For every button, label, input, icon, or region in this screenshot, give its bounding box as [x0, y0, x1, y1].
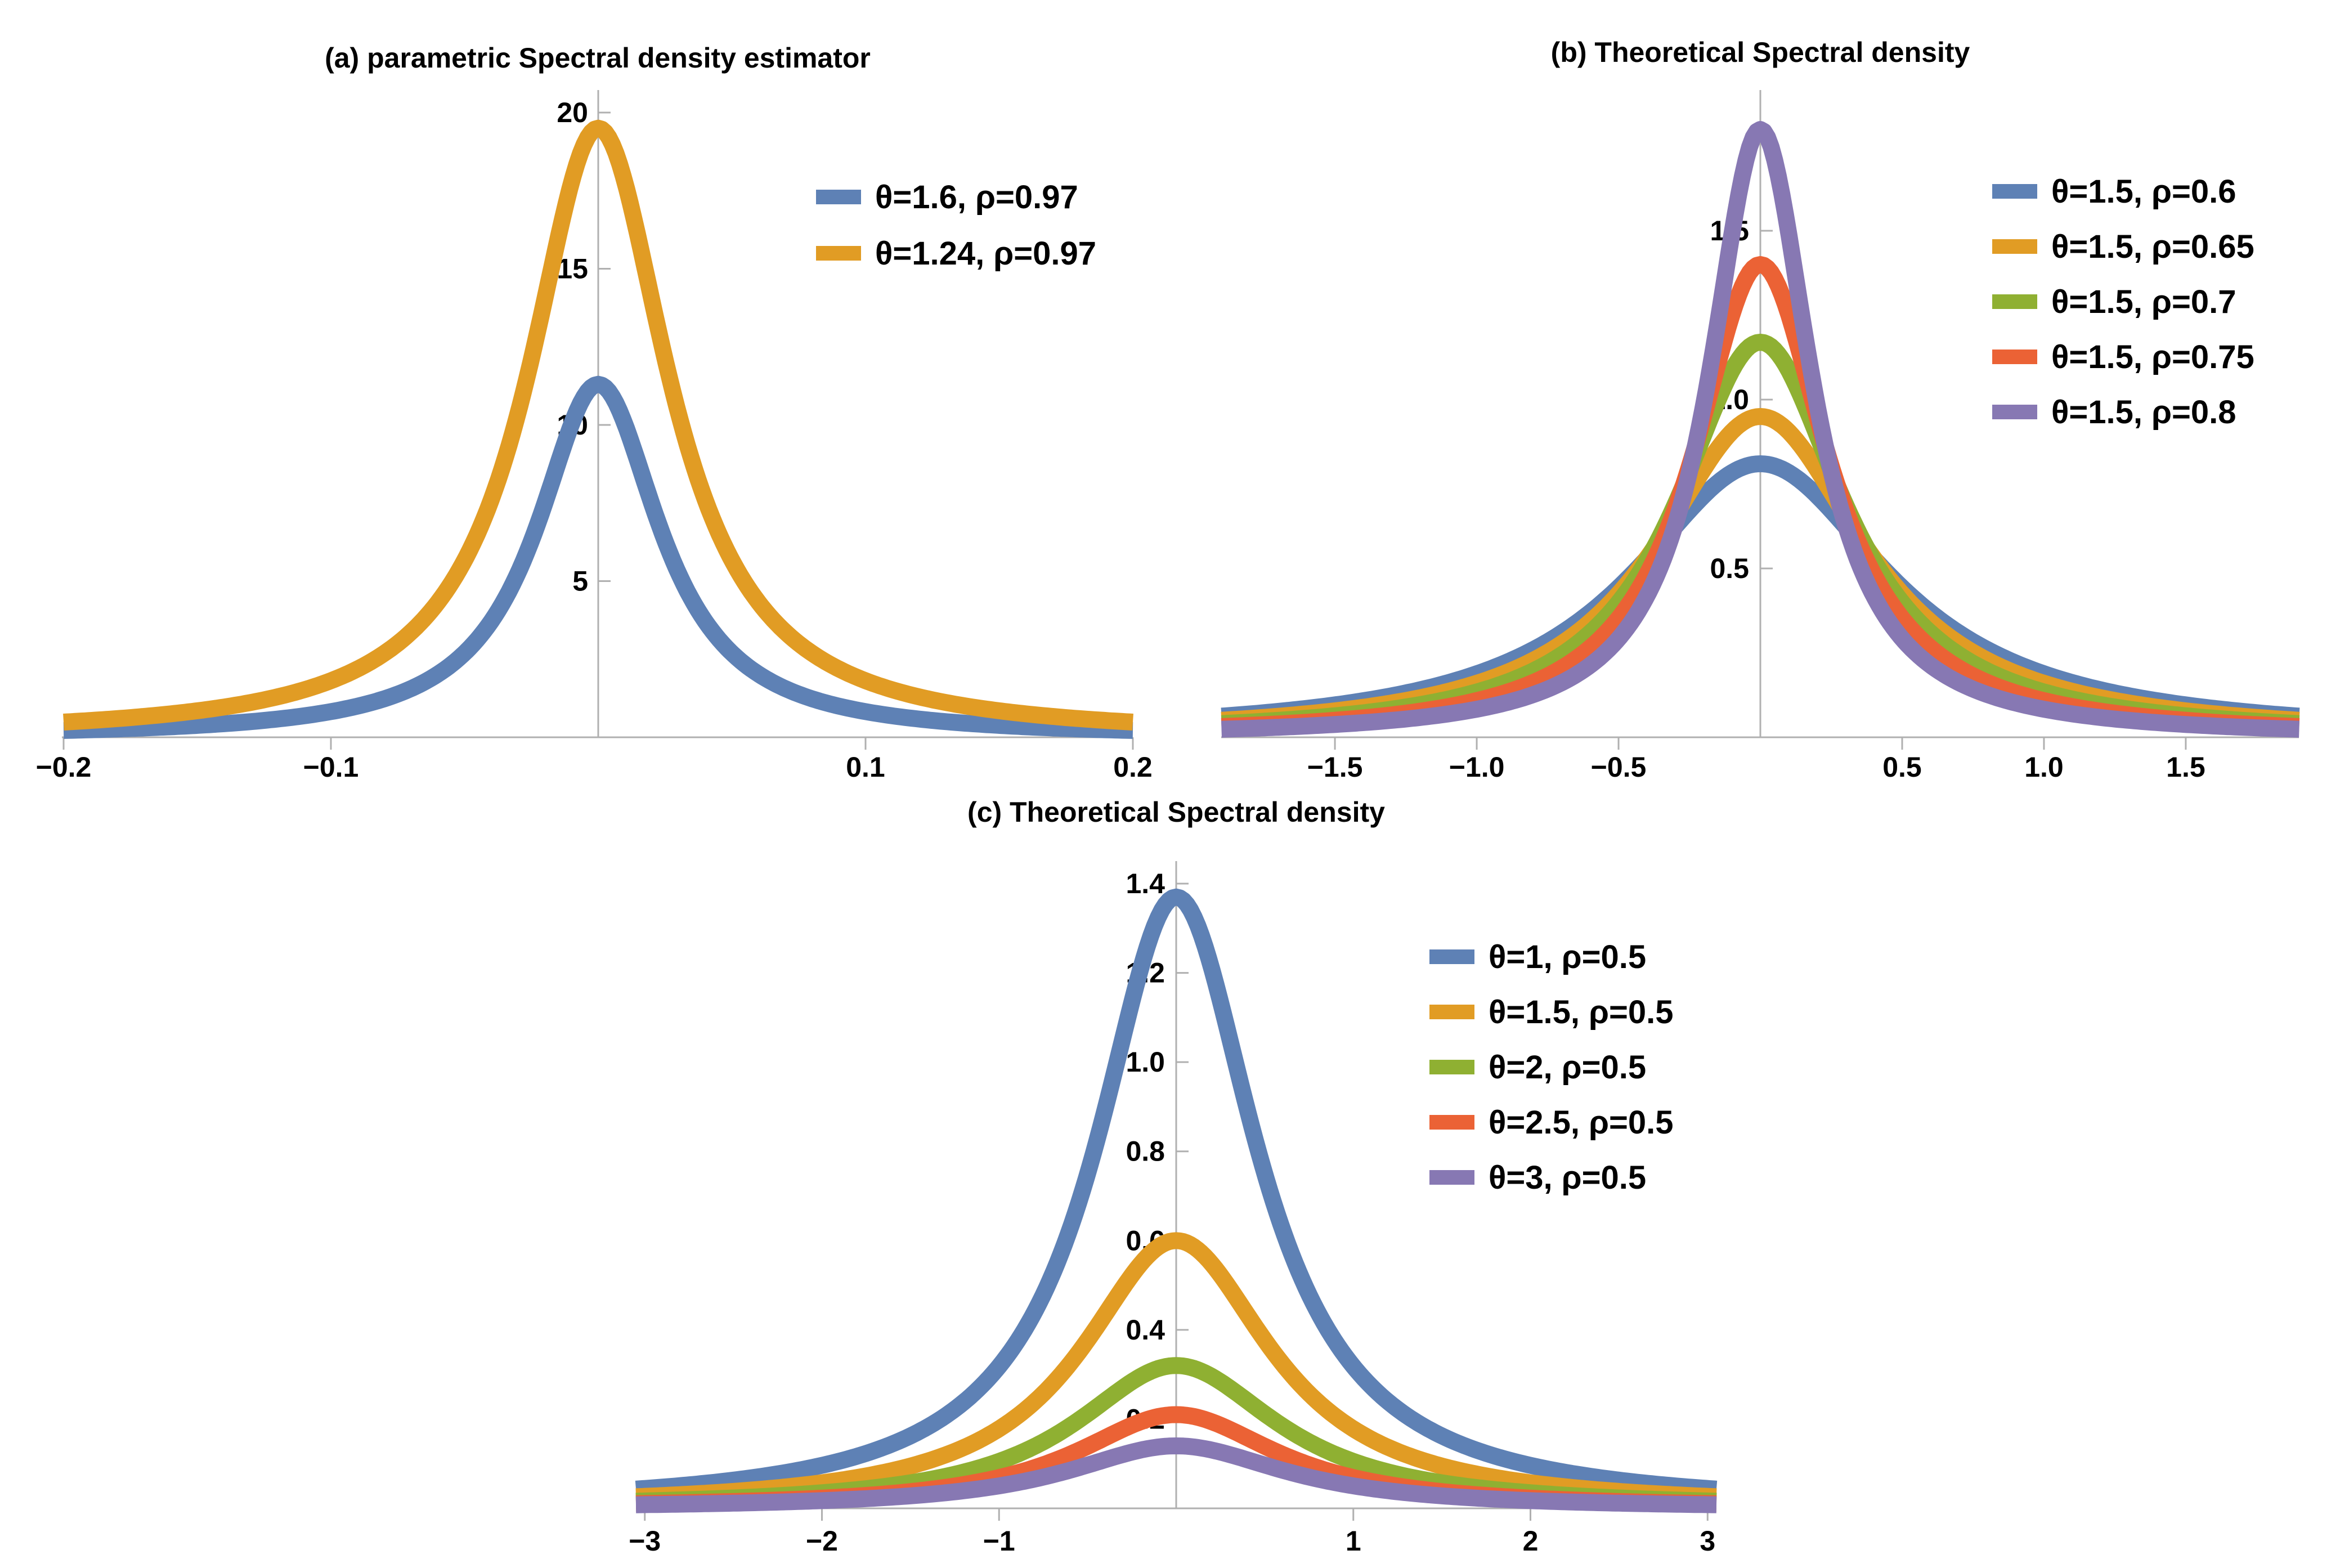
- chart-title: (b) Theoretical Spectral density: [1551, 37, 1970, 68]
- x-tick-label: 0.2: [1113, 751, 1153, 783]
- chart-panel-a: (a) parametric Spectral density estimato…: [36, 42, 1153, 783]
- x-tick-label: −1.0: [1449, 751, 1505, 783]
- x-tick-label: 1: [1346, 1525, 1361, 1557]
- x-tick-label: −0.2: [36, 751, 92, 783]
- legend-label: θ=1.5, ρ=0.75: [2051, 339, 2254, 375]
- series-line-1: [59, 375, 1138, 739]
- chart-title: (c) Theoretical Spectral density: [967, 796, 1385, 828]
- series-line-5: [631, 1437, 1722, 1513]
- chart-title: (a) parametric Spectral density estimato…: [325, 42, 871, 74]
- x-tick-label: −0.5: [1591, 751, 1647, 783]
- legend-label: θ=1.5, ρ=0.5: [1489, 994, 1673, 1031]
- x-tick-label: −0.1: [303, 751, 359, 783]
- x-tick-label: 0.5: [1882, 751, 1922, 783]
- y-tick-label: 5: [572, 566, 588, 597]
- y-tick-label: 0.4: [1126, 1314, 1165, 1346]
- y-tick-label: 1.0: [1126, 1046, 1165, 1078]
- legend-label: θ=1.5, ρ=0.8: [2051, 394, 2236, 431]
- series-line-1: [631, 888, 1722, 1498]
- chart-panel-c: (c) Theoretical Spectral density −3 −2 −1 1 2…: [629, 796, 1722, 1557]
- x-tick-label: 3: [1700, 1525, 1715, 1557]
- x-tick-label: −2: [806, 1525, 838, 1557]
- legend-label: θ=1.5, ρ=0.6: [2051, 173, 2236, 210]
- x-tick-label: −1: [983, 1525, 1015, 1557]
- legend-label: θ=1, ρ=0.5: [1489, 939, 1646, 975]
- y-tick-label: 0.5: [1710, 553, 1749, 584]
- legend-label: θ=1.5, ρ=0.65: [2051, 229, 2254, 265]
- x-tick-label: 2: [1523, 1525, 1539, 1557]
- x-tick-label: 0.1: [846, 751, 885, 783]
- x-tick-label: −1.5: [1307, 751, 1363, 783]
- y-tick-label: 1.4: [1126, 868, 1165, 899]
- legend-label: θ=1.6, ρ=0.97: [875, 179, 1078, 216]
- legend-label: θ=1.24, ρ=0.97: [875, 235, 1096, 272]
- series-line-2: [631, 1232, 1722, 1506]
- y-tick-label: 0.8: [1126, 1136, 1165, 1167]
- y-tick-label: 20: [557, 97, 588, 128]
- legend-label: θ=1.5, ρ=0.7: [2051, 284, 2236, 320]
- chart-panel-b: (b) Theoretical Spectral density −1.5 −1.0…: [1216, 37, 2305, 783]
- legend-label: θ=2, ρ=0.5: [1489, 1049, 1646, 1086]
- x-tick-label: 1.5: [2166, 751, 2205, 783]
- x-tick-label: 1.0: [2024, 751, 2064, 783]
- series-line-2: [59, 119, 1138, 731]
- legend-label: θ=2.5, ρ=0.5: [1489, 1104, 1673, 1141]
- x-tick-label: −3: [629, 1525, 661, 1557]
- series-line-5: [1216, 121, 2305, 738]
- legend-label: θ=3, ρ=0.5: [1489, 1159, 1646, 1196]
